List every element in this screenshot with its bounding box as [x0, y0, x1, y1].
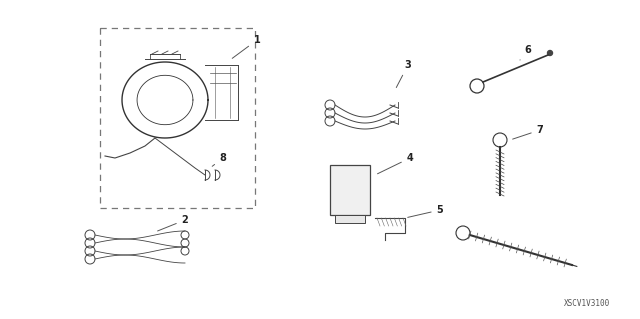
Text: 8: 8: [212, 153, 227, 166]
Text: 5: 5: [408, 205, 444, 217]
Bar: [335, 215, 365, 223]
Text: XSCV1V3100: XSCV1V3100: [564, 299, 610, 308]
Bar: [330, 165, 370, 215]
Text: 3: 3: [396, 60, 412, 87]
Text: 2: 2: [157, 215, 188, 231]
Text: 6: 6: [520, 45, 531, 60]
Text: 1: 1: [232, 35, 260, 58]
Circle shape: [547, 50, 552, 56]
Bar: [100, 28, 255, 208]
Text: 7: 7: [513, 125, 543, 139]
Text: 4: 4: [378, 153, 413, 174]
